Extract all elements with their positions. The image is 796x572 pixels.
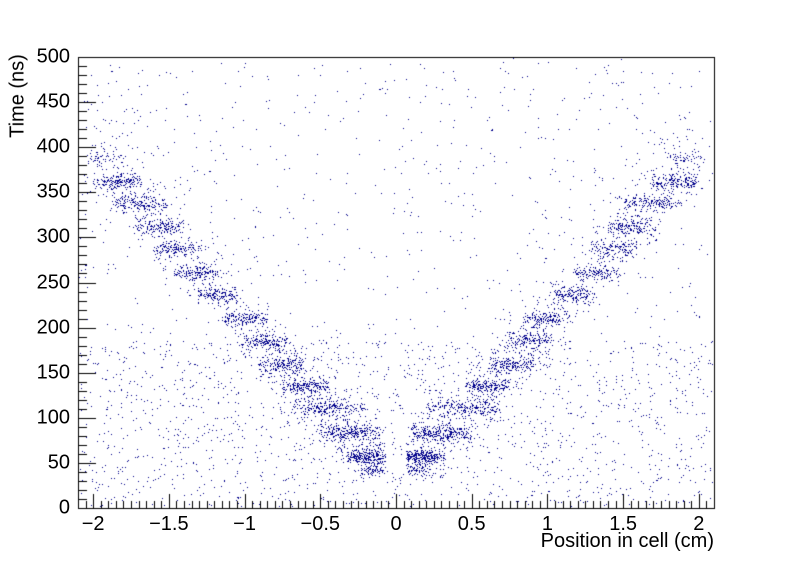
x-tick-label: 0.5 <box>457 513 486 535</box>
y-tick-label: 50 <box>47 451 70 474</box>
x-tick-label: 1.5 <box>609 513 638 535</box>
x-tick-label: 2 <box>693 513 705 535</box>
y-tick-label: 450 <box>36 90 70 113</box>
y-tick-label: 250 <box>36 271 70 293</box>
x-tick-label: 1 <box>541 513 553 535</box>
x-tick-label: −1.5 <box>149 513 189 535</box>
y-tick-label: 300 <box>36 225 70 248</box>
y-tick-label: 350 <box>36 180 70 203</box>
y-tick-label: 200 <box>36 316 70 339</box>
x-tick-label: −0.5 <box>300 513 341 535</box>
x-tick-label: 0 <box>390 513 402 535</box>
y-tick-label: 500 <box>36 45 70 68</box>
y-tick-label: 400 <box>36 135 70 158</box>
x-axis-title: Position in cell (cm) <box>540 530 714 552</box>
y-tick-label: 100 <box>36 406 70 429</box>
x-tick-label: −2 <box>81 513 105 535</box>
y-tick-label: 150 <box>36 361 70 384</box>
y-tick-label: 0 <box>58 496 70 519</box>
x-tick-label: −1 <box>233 513 256 535</box>
